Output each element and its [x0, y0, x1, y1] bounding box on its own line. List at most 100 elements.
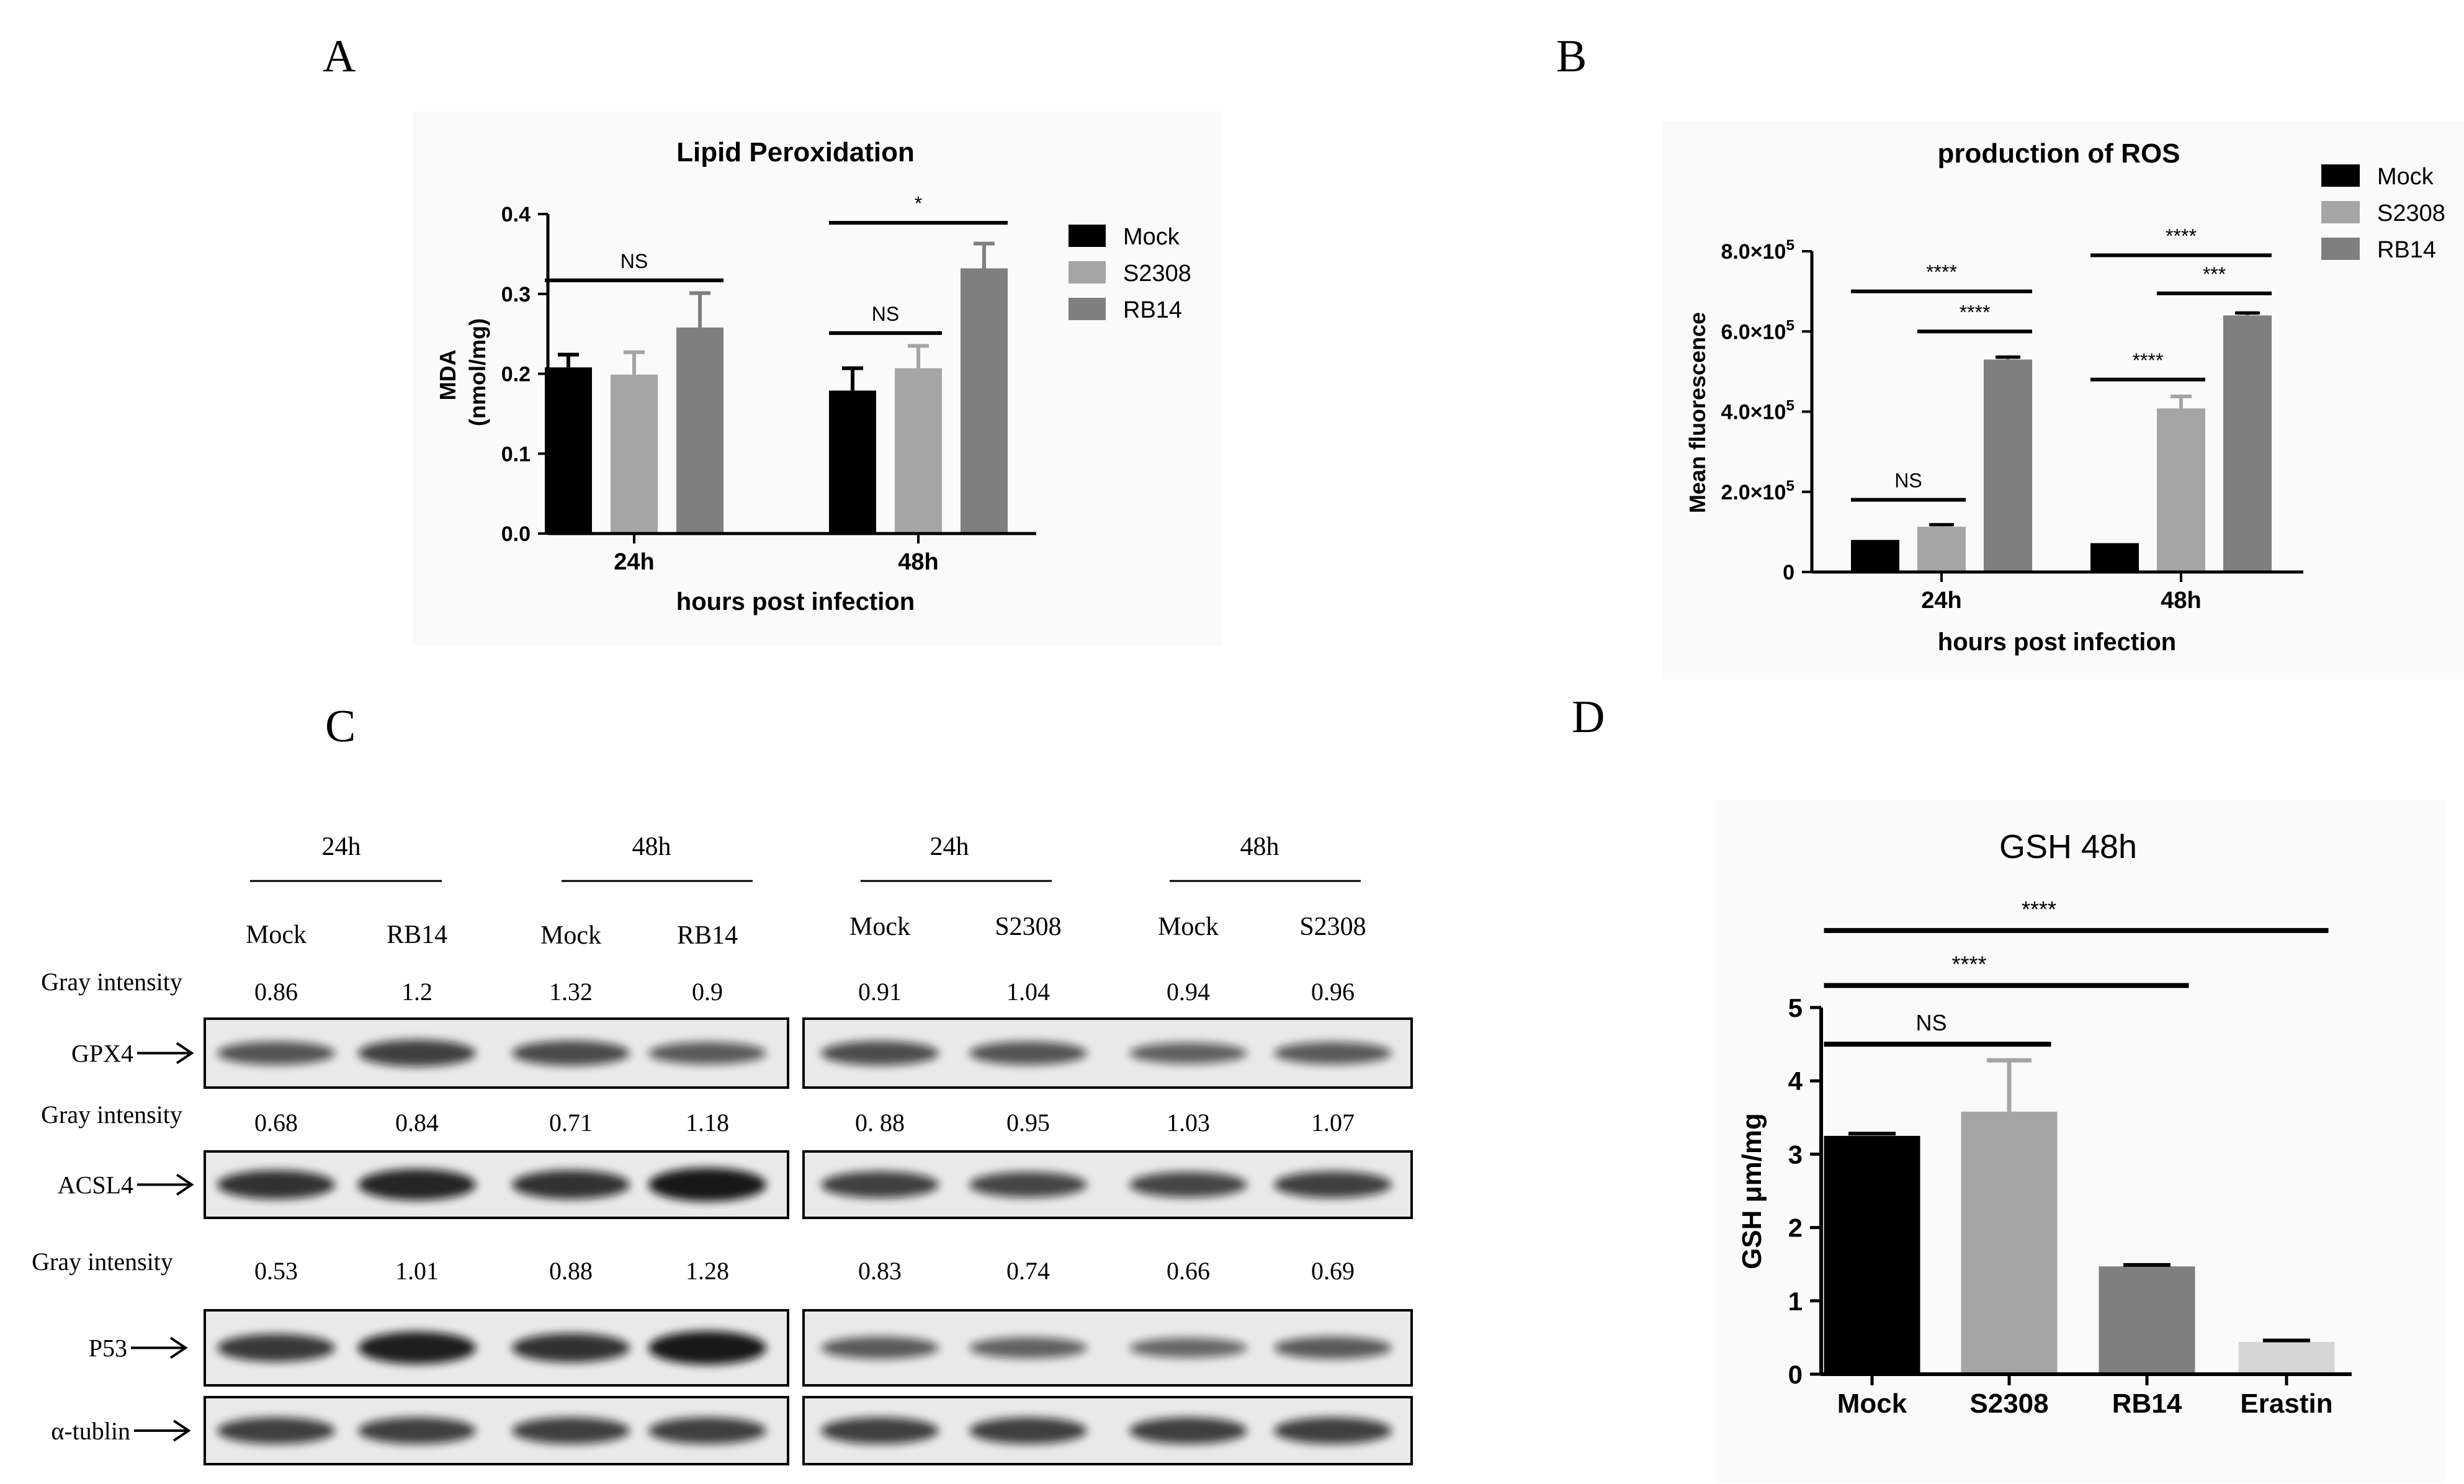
chart-gsh-48h: GSH 48h GSH μm/mg 0 1 2 3 4 5 NS **** **** Mock…: [1737, 828, 2352, 1419]
blot-band: [1274, 1417, 1392, 1444]
significance-label: ***: [2203, 263, 2226, 285]
gray-intensity-value: 1.28: [686, 1257, 729, 1285]
bar-rb14-24h: [1984, 359, 2032, 572]
blot-band: [821, 1417, 939, 1444]
y-tick-mantissa: 2.0×10: [1721, 481, 1786, 504]
blot-band: [969, 1041, 1087, 1065]
y-tick-label: 2.0×105: [1721, 478, 1794, 504]
blot-band: [1129, 1042, 1247, 1064]
y-tick-label: 0.4: [501, 203, 531, 226]
y-tick-label: 3: [1788, 1140, 1803, 1169]
x-tick-label: RB14: [2112, 1388, 2182, 1419]
blot-lane-label: Mock: [540, 921, 601, 950]
blot-band: [512, 1417, 630, 1444]
chart-b-bars: [1851, 311, 2272, 572]
gray-intensity-value: 1.32: [549, 978, 593, 1006]
legend-swatch-s2308: [1068, 261, 1106, 284]
blot-band: [358, 1169, 476, 1200]
bar-rb14-48h: [2223, 315, 2272, 572]
blot-band: [512, 1333, 630, 1362]
arrow-head-icon: [176, 1042, 194, 1065]
x-tick-label: 24h: [1921, 588, 1961, 614]
chart-a-ylabel-line1: MDA: [435, 349, 460, 400]
chart-a-xlabel: hours post infection: [676, 588, 915, 615]
panel-letter-a: A: [323, 31, 356, 82]
chart-d-significance: NS **** ****: [1824, 896, 2329, 1047]
y-tick-label: 1: [1788, 1287, 1803, 1316]
bar-mock: [1824, 1135, 1920, 1374]
arrow-head-icon: [176, 1173, 194, 1196]
gray-intensity-value: 0.96: [1311, 978, 1355, 1006]
bar-mock-48h: [829, 390, 876, 534]
blot-band: [358, 1331, 476, 1364]
chart-b-xlabel: hours post infection: [1938, 628, 2176, 656]
blot-group-time: 24h: [322, 833, 361, 861]
gray-intensity-value: 1.03: [1167, 1109, 1210, 1137]
significance-label: NS: [1915, 1010, 1947, 1035]
significance-label: ****: [1926, 261, 1957, 284]
bar-mock-24h: [545, 367, 592, 534]
significance-label: NS: [620, 250, 648, 272]
protein-label: ACSL4: [58, 1171, 133, 1199]
blot-band: [217, 1334, 335, 1362]
gray-intensity-value: 0.66: [1167, 1257, 1210, 1285]
blot-band: [648, 1168, 766, 1202]
chart-a-bars: [545, 241, 1008, 534]
legend-label-s2308: S2308: [1123, 261, 1191, 287]
bar-rb14-24h: [676, 327, 724, 534]
gray-intensity-value: 1.2: [401, 978, 432, 1006]
significance-label: ****: [2166, 225, 2197, 247]
blot-lane-label: Mock: [849, 913, 910, 941]
y-tick-exponent: 5: [1786, 317, 1794, 334]
gray-intensity-label: Gray intensity: [41, 1101, 182, 1129]
gray-intensity-label: Gray intensity: [41, 968, 182, 996]
blot-band: [969, 1417, 1087, 1444]
blot-band: [1129, 1338, 1247, 1358]
y-tick-label: 0: [1788, 1360, 1803, 1389]
protein-label: α-tublin: [51, 1417, 130, 1445]
significance-label: *: [915, 192, 922, 215]
arrow-head-icon: [169, 1336, 188, 1359]
chart-a-ylabel-line2: (nmol/mg): [465, 318, 490, 426]
blot-band: [217, 1041, 335, 1065]
chart-d-title: GSH 48h: [1999, 828, 2137, 865]
y-tick-exponent: 5: [1786, 237, 1794, 254]
y-tick-mantissa: 8.0×10: [1721, 240, 1786, 264]
legend-label-rb14: RB14: [1123, 297, 1182, 323]
gray-intensity-value: 0.88: [549, 1257, 593, 1285]
y-tick-label: 6.0×105: [1721, 317, 1794, 344]
y-tick-mantissa: 6.0×10: [1721, 320, 1786, 344]
x-tick-label: 48h: [898, 549, 938, 575]
chart-b-legend: Mock S2308 RB14: [2321, 164, 2445, 263]
chart-a-significance: NS NS *: [545, 192, 1008, 335]
bar-erastin: [2238, 1341, 2335, 1374]
blot-lane-label: RB14: [677, 921, 738, 950]
chart-b-ylabel: Mean fluorescence: [1685, 312, 1710, 513]
gray-intensity-value: 0.71: [549, 1109, 593, 1137]
blot-lane-label: Mock: [246, 921, 307, 949]
gray-intensity-value: 1.18: [686, 1109, 729, 1137]
chart-b-x-axis: 24h 48h: [1812, 570, 2303, 614]
blot-lane-label: S2308: [1299, 913, 1366, 941]
blot-band: [217, 1417, 335, 1444]
y-tick-label: 4.0×105: [1721, 398, 1794, 424]
blot-band: [648, 1331, 766, 1365]
gray-intensity-value: 0.94: [1167, 978, 1210, 1006]
significance-label: ****: [1960, 301, 1991, 323]
y-tick-label: 0.1: [501, 442, 531, 466]
significance-label: NS: [1894, 470, 1922, 492]
chart-d-ylabel: GSH μm/mg: [1737, 1113, 1767, 1269]
blot-lane-label: Mock: [1158, 913, 1219, 941]
y-tick-label: 0: [1783, 561, 1794, 584]
legend-swatch-rb14: [1068, 298, 1106, 320]
x-tick-label: Mock: [1837, 1388, 1907, 1419]
blot-band: [512, 1170, 630, 1199]
blot-band: [512, 1040, 630, 1066]
gray-intensity-value: 1.07: [1311, 1109, 1355, 1137]
blot-band: [969, 1171, 1087, 1198]
y-tick-label: 0.0: [501, 522, 531, 546]
y-tick-exponent: 5: [1786, 478, 1794, 494]
gray-intensity-value: 0.68: [254, 1109, 298, 1137]
blot-band: [1129, 1171, 1247, 1198]
